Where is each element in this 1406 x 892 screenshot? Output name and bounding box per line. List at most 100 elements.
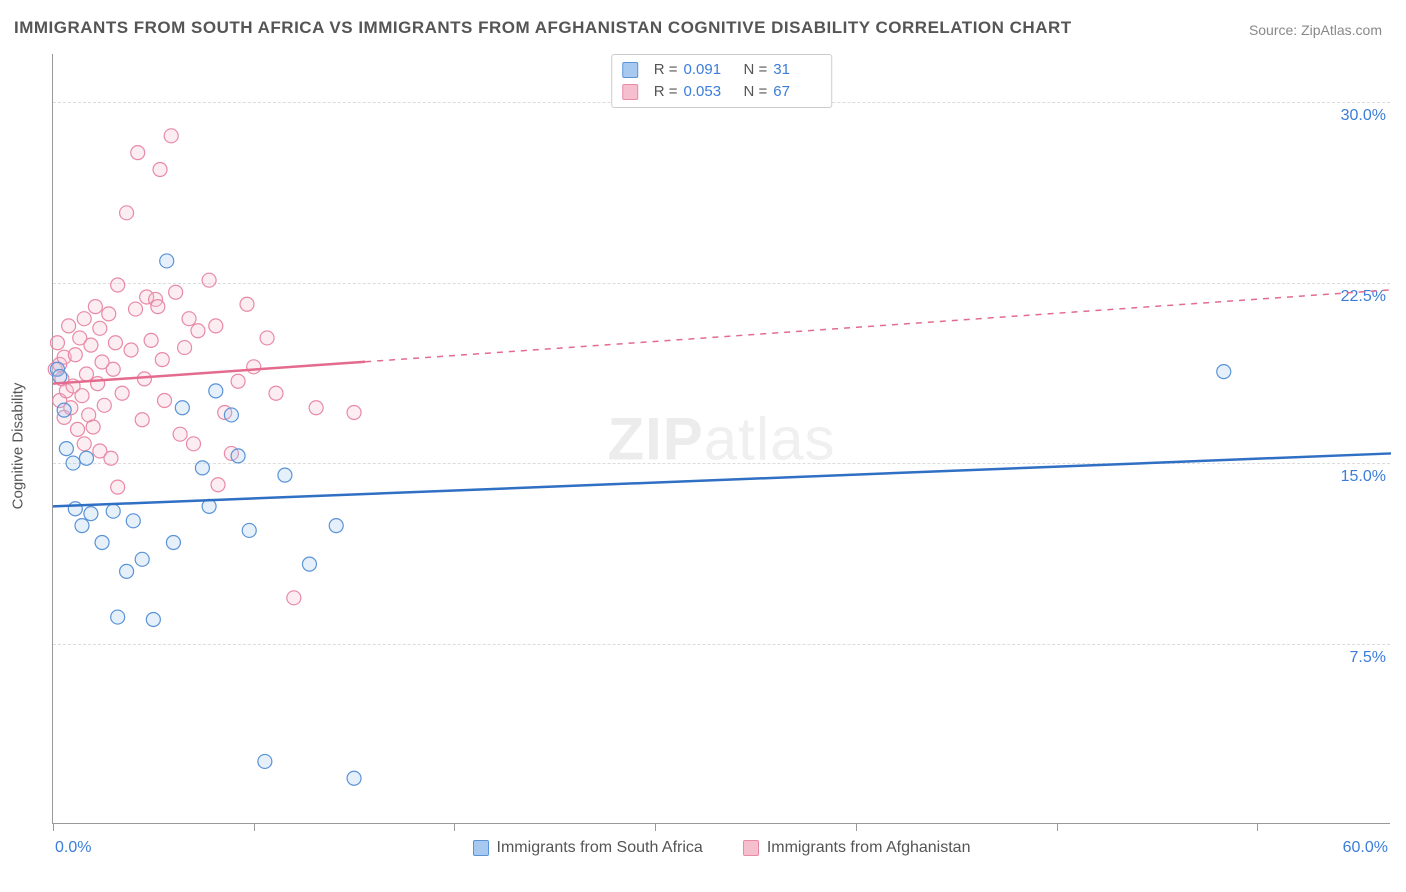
point-afghanistan bbox=[131, 146, 145, 160]
point-south-africa bbox=[278, 468, 292, 482]
point-south-africa bbox=[160, 254, 174, 268]
x-tick bbox=[1057, 823, 1058, 831]
point-afghanistan bbox=[137, 372, 151, 386]
point-south-africa bbox=[111, 610, 125, 624]
point-afghanistan bbox=[309, 401, 323, 415]
stats-row-afghanistan: R = 0.053 N = 67 bbox=[622, 81, 818, 103]
point-afghanistan bbox=[287, 591, 301, 605]
point-afghanistan bbox=[151, 300, 165, 314]
point-afghanistan bbox=[88, 300, 102, 314]
point-south-africa bbox=[126, 514, 140, 528]
point-afghanistan bbox=[347, 406, 361, 420]
x-tick bbox=[454, 823, 455, 831]
r-value-south-africa: 0.091 bbox=[684, 59, 728, 81]
plot-svg bbox=[53, 54, 1390, 823]
x-tick bbox=[254, 823, 255, 831]
point-afghanistan bbox=[209, 319, 223, 333]
point-afghanistan bbox=[178, 341, 192, 355]
x-axis-label: 0.0% bbox=[55, 839, 91, 857]
point-afghanistan bbox=[202, 273, 216, 287]
legend-label-south-africa: Immigrants from South Africa bbox=[497, 839, 703, 857]
point-south-africa bbox=[195, 461, 209, 475]
point-afghanistan bbox=[79, 367, 93, 381]
point-afghanistan bbox=[191, 324, 205, 338]
point-afghanistan bbox=[158, 394, 172, 408]
swatch-afghanistan bbox=[743, 840, 759, 856]
point-south-africa bbox=[242, 523, 256, 537]
point-south-africa bbox=[224, 408, 238, 422]
point-afghanistan bbox=[169, 285, 183, 299]
point-south-africa bbox=[146, 612, 160, 626]
point-south-africa bbox=[95, 535, 109, 549]
point-south-africa bbox=[59, 442, 73, 456]
point-south-africa bbox=[84, 507, 98, 521]
swatch-afghanistan bbox=[622, 84, 638, 100]
point-afghanistan bbox=[247, 360, 261, 374]
point-south-africa bbox=[106, 504, 120, 518]
series-legend: Immigrants from South Africa Immigrants … bbox=[53, 839, 1390, 857]
y-axis-title: Cognitive Disability bbox=[10, 383, 27, 510]
r-label: R = bbox=[654, 81, 678, 103]
point-afghanistan bbox=[211, 478, 225, 492]
point-afghanistan bbox=[77, 312, 91, 326]
point-afghanistan bbox=[71, 422, 85, 436]
legend-label-afghanistan: Immigrants from Afghanistan bbox=[767, 839, 971, 857]
legend-item-afghanistan: Immigrants from Afghanistan bbox=[743, 839, 971, 857]
point-south-africa bbox=[120, 564, 134, 578]
x-tick bbox=[655, 823, 656, 831]
x-axis-label: 60.0% bbox=[1343, 839, 1388, 857]
n-label: N = bbox=[744, 81, 768, 103]
point-south-africa bbox=[175, 401, 189, 415]
point-south-africa bbox=[347, 771, 361, 785]
point-afghanistan bbox=[50, 336, 64, 350]
point-afghanistan bbox=[111, 278, 125, 292]
chart-title: IMMIGRANTS FROM SOUTH AFRICA VS IMMIGRAN… bbox=[14, 18, 1072, 38]
point-afghanistan bbox=[182, 312, 196, 326]
point-afghanistan bbox=[135, 413, 149, 427]
point-afghanistan bbox=[269, 386, 283, 400]
point-afghanistan bbox=[106, 362, 120, 376]
point-afghanistan bbox=[108, 336, 122, 350]
point-south-africa bbox=[258, 754, 272, 768]
point-afghanistan bbox=[68, 348, 82, 362]
point-afghanistan bbox=[93, 321, 107, 335]
point-afghanistan bbox=[77, 437, 91, 451]
point-south-africa bbox=[302, 557, 316, 571]
point-afghanistan bbox=[120, 206, 134, 220]
swatch-south-africa bbox=[473, 840, 489, 856]
point-south-africa bbox=[329, 519, 343, 533]
point-afghanistan bbox=[86, 420, 100, 434]
r-value-afghanistan: 0.053 bbox=[684, 81, 728, 103]
r-label: R = bbox=[654, 59, 678, 81]
point-afghanistan bbox=[153, 163, 167, 177]
point-afghanistan bbox=[186, 437, 200, 451]
swatch-south-africa bbox=[622, 62, 638, 78]
source-attribution: Source: ZipAtlas.com bbox=[1249, 22, 1382, 38]
stats-row-south-africa: R = 0.091 N = 31 bbox=[622, 59, 818, 81]
n-value-afghanistan: 67 bbox=[773, 81, 817, 103]
point-south-africa bbox=[75, 519, 89, 533]
point-afghanistan bbox=[124, 343, 138, 357]
point-afghanistan bbox=[240, 297, 254, 311]
point-afghanistan bbox=[231, 374, 245, 388]
point-afghanistan bbox=[155, 353, 169, 367]
point-south-africa bbox=[166, 535, 180, 549]
point-afghanistan bbox=[97, 398, 111, 412]
point-south-africa bbox=[1217, 365, 1231, 379]
point-afghanistan bbox=[111, 480, 125, 494]
trendline-afghanistan-dashed bbox=[365, 290, 1391, 362]
point-afghanistan bbox=[144, 333, 158, 347]
point-south-africa bbox=[53, 369, 67, 383]
point-south-africa bbox=[66, 456, 80, 470]
point-south-africa bbox=[231, 449, 245, 463]
trendline-south-africa-solid bbox=[53, 453, 1391, 506]
point-afghanistan bbox=[260, 331, 274, 345]
point-afghanistan bbox=[115, 386, 129, 400]
point-afghanistan bbox=[164, 129, 178, 143]
point-south-africa bbox=[57, 403, 71, 417]
n-label: N = bbox=[744, 59, 768, 81]
point-south-africa bbox=[209, 384, 223, 398]
point-afghanistan bbox=[84, 338, 98, 352]
scatter-plot: ZIPatlas 7.5%15.0%22.5%30.0% R = 0.091 N… bbox=[52, 54, 1390, 824]
stats-legend: R = 0.091 N = 31 R = 0.053 N = 67 bbox=[611, 54, 833, 108]
